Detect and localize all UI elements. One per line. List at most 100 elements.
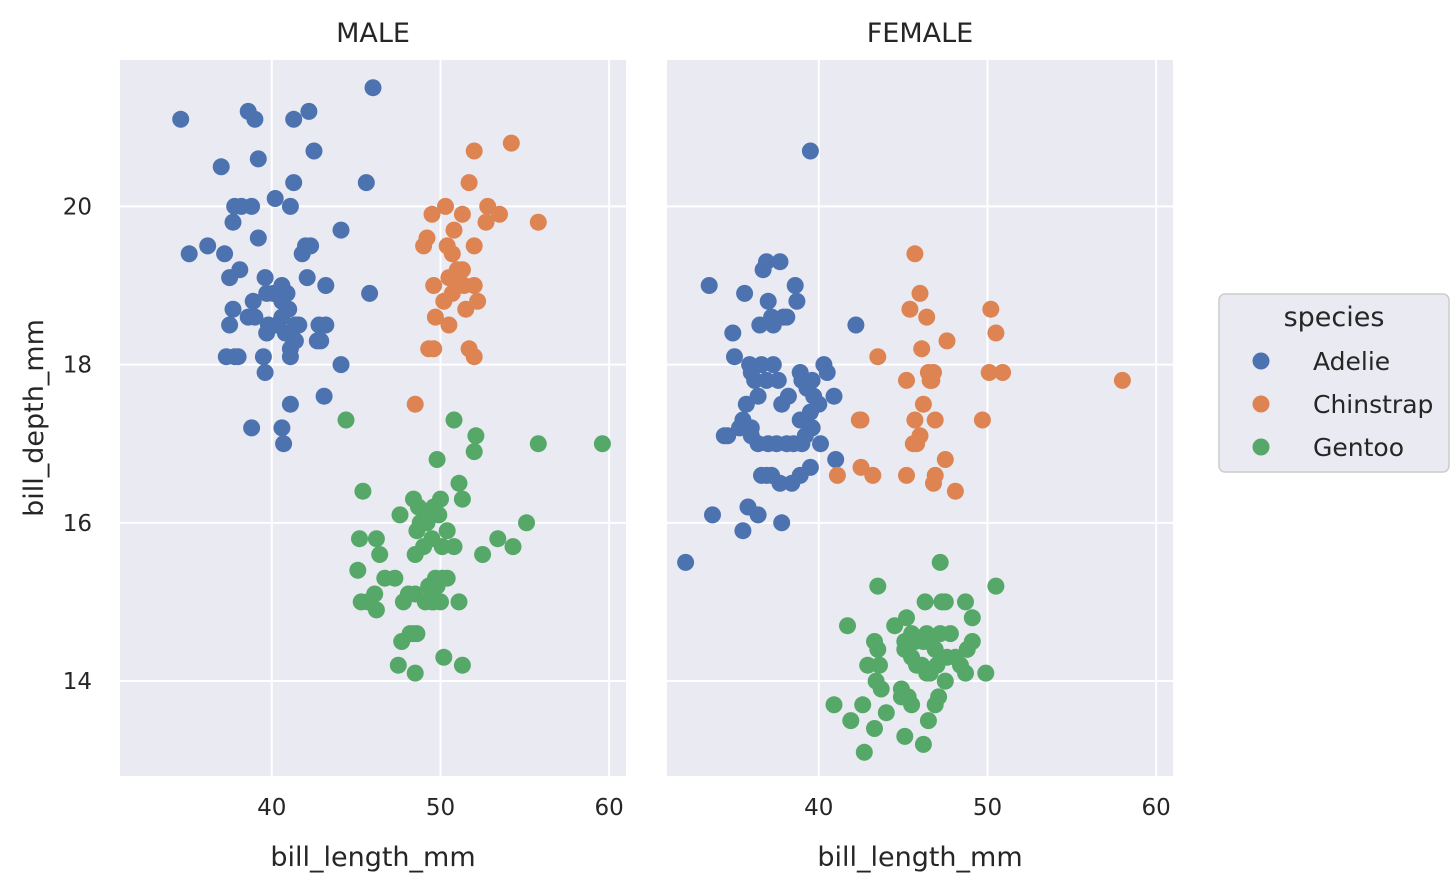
point-adelie: [736, 284, 754, 302]
point-chinstrap: [906, 245, 924, 263]
x-tick-label: 40: [257, 795, 286, 821]
x-tick-label: 50: [426, 795, 455, 821]
point-chinstrap: [925, 474, 942, 492]
point-adelie: [254, 348, 272, 366]
point-gentoo: [957, 664, 974, 682]
point-adelie: [749, 506, 767, 524]
point-chinstrap: [426, 308, 444, 326]
point-adelie: [726, 348, 743, 366]
point-gentoo: [518, 514, 535, 532]
point-adelie: [737, 395, 755, 413]
point-adelie: [719, 427, 737, 445]
point-adelie: [256, 269, 274, 287]
point-adelie: [172, 110, 190, 128]
point-gentoo: [886, 617, 904, 635]
point-gentoo: [963, 609, 981, 627]
point-adelie: [275, 435, 293, 453]
point-gentoo: [467, 427, 485, 445]
point-adelie: [224, 300, 242, 318]
point-gentoo: [465, 443, 483, 461]
point-gentoo: [391, 506, 409, 524]
point-adelie: [786, 277, 804, 294]
point-adelie: [231, 261, 249, 279]
point-adelie: [704, 506, 721, 524]
point-chinstrap: [869, 348, 887, 366]
point-chinstrap: [898, 466, 915, 484]
point-chinstrap: [406, 395, 424, 413]
point-gentoo: [337, 411, 355, 429]
point-chinstrap: [477, 213, 495, 231]
point-adelie: [244, 292, 262, 310]
point-adelie: [281, 197, 299, 215]
point-gentoo: [946, 648, 964, 666]
point-gentoo: [914, 633, 932, 650]
point-gentoo: [428, 451, 446, 468]
point-adelie: [312, 332, 330, 350]
point-adelie: [788, 292, 806, 310]
point-gentoo: [842, 712, 860, 730]
panel-male: 40 50 60 MALE bill_length_mm: [120, 18, 626, 873]
point-adelie: [246, 308, 264, 326]
point-gentoo: [903, 696, 921, 714]
legend-label-chinstrap: Chinstrap: [1313, 390, 1433, 419]
y-axis-label: bill_depth_mm: [19, 319, 50, 517]
point-gentoo: [405, 625, 422, 643]
point-gentoo: [489, 530, 507, 548]
point-chinstrap: [973, 411, 991, 429]
point-adelie: [332, 356, 350, 374]
point-gentoo: [855, 743, 873, 761]
point-adelie: [243, 197, 261, 215]
point-adelie: [357, 174, 375, 192]
legend-marker-chinstrap: [1252, 395, 1270, 413]
legend-marker-gentoo: [1252, 438, 1270, 456]
point-gentoo: [438, 522, 456, 540]
point-adelie: [216, 245, 234, 263]
point-adelie: [315, 387, 333, 405]
legend-entries: Adelie Chinstrap Gentoo: [1252, 347, 1433, 462]
point-gentoo: [430, 506, 448, 524]
point-adelie: [317, 316, 335, 334]
point-chinstrap: [465, 348, 483, 366]
point-gentoo: [918, 664, 936, 682]
point-adelie: [243, 419, 261, 437]
x-tick-label: 60: [1141, 795, 1170, 821]
legend-title: species: [1284, 302, 1385, 333]
point-gentoo: [930, 688, 948, 706]
point-gentoo: [593, 435, 611, 453]
point-adelie: [305, 142, 323, 160]
point-adelie: [773, 514, 791, 532]
point-adelie: [221, 316, 239, 334]
point-adelie: [746, 371, 764, 389]
y-ticks: 14 16 18 20: [63, 194, 92, 695]
point-adelie: [361, 284, 379, 302]
point-adelie: [827, 451, 845, 468]
point-adelie: [317, 277, 335, 294]
point-gentoo: [371, 546, 389, 563]
point-adelie: [300, 102, 318, 120]
point-adelie: [271, 284, 289, 302]
point-adelie: [229, 348, 247, 366]
point-chinstrap: [911, 284, 929, 302]
point-gentoo: [854, 696, 872, 714]
point-adelie: [259, 316, 277, 334]
point-gentoo: [977, 664, 995, 682]
y-tick-label: 20: [63, 194, 92, 220]
point-gentoo: [916, 593, 934, 611]
x-tick-label: 50: [973, 795, 1002, 821]
point-adelie: [764, 316, 782, 334]
point-adelie: [778, 308, 796, 326]
point-gentoo: [839, 617, 856, 635]
point-gentoo: [859, 656, 877, 674]
points-male: [172, 79, 611, 682]
point-gentoo: [453, 656, 471, 674]
point-gentoo: [957, 593, 974, 611]
point-gentoo: [425, 593, 443, 611]
point-chinstrap: [946, 482, 964, 500]
point-adelie: [286, 332, 304, 350]
point-adelie: [818, 364, 836, 381]
point-adelie: [810, 395, 828, 413]
point-adelie: [801, 142, 819, 160]
point-adelie: [249, 229, 267, 247]
point-gentoo: [987, 577, 1005, 595]
point-gentoo: [408, 522, 426, 540]
